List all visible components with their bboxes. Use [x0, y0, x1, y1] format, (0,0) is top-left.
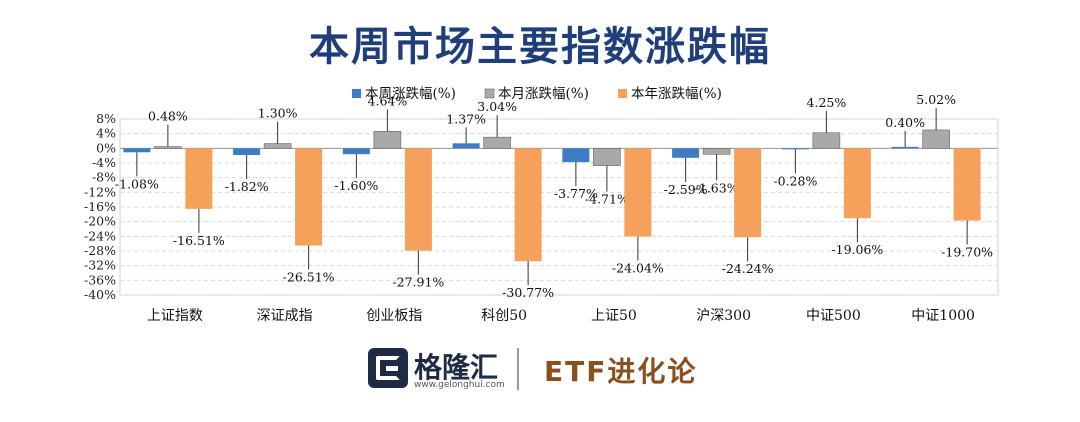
- x-tick-label: 中证500: [806, 308, 861, 324]
- bar: [342, 148, 370, 155]
- data-label: -1.82%: [225, 179, 269, 194]
- bar: [123, 148, 151, 153]
- bar: [812, 132, 841, 149]
- data-label: -19.06%: [831, 242, 883, 257]
- y-tick-label: -12%: [84, 184, 116, 199]
- legend-label: 本年涨跌幅(%): [631, 86, 722, 102]
- data-label: 3.04%: [477, 99, 517, 114]
- data-label: -4.71%: [585, 192, 629, 207]
- legend-swatch: [618, 89, 627, 98]
- x-tick-label: 沪深300: [696, 308, 751, 324]
- brand-name: ETF进化论: [544, 355, 698, 388]
- bar: [452, 143, 480, 149]
- data-label: -24.24%: [722, 261, 774, 276]
- page-title: 本周市场主要指数涨跌幅: [309, 24, 771, 70]
- legend-swatch: [484, 88, 495, 99]
- data-label: -0.28%: [773, 173, 817, 188]
- data-label: -24.04%: [612, 260, 664, 275]
- y-tick-label: -20%: [84, 214, 116, 229]
- x-tick-label: 中证1000: [911, 308, 975, 324]
- bar: [233, 148, 261, 156]
- y-tick-label: 4%: [96, 126, 116, 141]
- data-label: 4.25%: [807, 95, 847, 110]
- data-label: 4.64%: [368, 93, 408, 108]
- bar: [702, 148, 731, 155]
- y-tick-label: -16%: [84, 199, 116, 214]
- legend-swatch: [352, 89, 361, 98]
- y-tick-label: -24%: [84, 228, 116, 243]
- bar: [295, 148, 323, 246]
- bar-chart: 8%4%0%-4%-8%-12%-16%-20%-24%-28%-32%-36%…: [84, 86, 999, 324]
- bar: [404, 148, 432, 251]
- bar: [373, 131, 402, 149]
- data-label: -16.51%: [173, 233, 225, 248]
- bar: [562, 148, 590, 163]
- data-label: -1.63%: [695, 180, 739, 195]
- legend-label: 本月涨跌幅(%): [498, 86, 589, 102]
- bar: [624, 148, 652, 237]
- y-tick-label: -40%: [84, 287, 116, 302]
- x-tick-label: 上证50: [591, 308, 637, 324]
- bar: [483, 136, 511, 149]
- y-tick-label: -28%: [84, 243, 116, 258]
- bar: [843, 148, 871, 219]
- gelonghui-logo-icon: [368, 348, 408, 388]
- data-label: -1.60%: [334, 178, 378, 193]
- data-label: -30.77%: [502, 285, 554, 300]
- bar: [891, 146, 919, 149]
- data-label: -19.70%: [941, 245, 993, 260]
- data-label: 0.48%: [148, 109, 188, 124]
- legend-label: 本周涨跌幅(%): [365, 86, 456, 102]
- data-label: 1.37%: [446, 111, 486, 126]
- bar: [781, 148, 809, 150]
- bar: [593, 148, 621, 166]
- x-tick-label: 深证成指: [257, 308, 313, 324]
- x-tick-label: 科创50: [481, 308, 527, 324]
- data-label: -27.91%: [392, 275, 444, 290]
- x-tick-label: 上证指数: [147, 308, 203, 324]
- y-tick-label: 0%: [96, 140, 116, 155]
- logo-text: 格隆汇: [414, 351, 499, 384]
- bar: [672, 148, 700, 158]
- bar: [263, 143, 292, 149]
- data-label: -26.51%: [283, 270, 335, 285]
- footer-divider: [517, 348, 519, 390]
- data-label: 0.40%: [885, 115, 925, 130]
- data-label: 5.02%: [916, 92, 956, 107]
- bar: [734, 148, 762, 238]
- y-tick-label: -36%: [84, 272, 116, 287]
- data-label: -1.08%: [115, 176, 159, 191]
- bar: [514, 148, 542, 262]
- bar: [154, 146, 182, 149]
- data-label: -2.59%: [664, 182, 708, 197]
- bar: [185, 148, 213, 209]
- footer: 格隆汇 www.gelonghui.com ETF进化论: [0, 340, 1080, 400]
- data-label: -3.77%: [554, 186, 598, 201]
- y-tick-label: 8%: [96, 111, 116, 126]
- x-tick-label: 创业板指: [366, 308, 422, 324]
- bar: [953, 148, 981, 221]
- data-label: 1.30%: [258, 106, 298, 121]
- logo-url: www.gelonghui.com: [414, 380, 505, 390]
- y-tick-label: -32%: [84, 258, 116, 273]
- y-tick-label: -4%: [92, 155, 116, 170]
- bar: [922, 129, 950, 149]
- y-tick-label: -8%: [92, 170, 116, 185]
